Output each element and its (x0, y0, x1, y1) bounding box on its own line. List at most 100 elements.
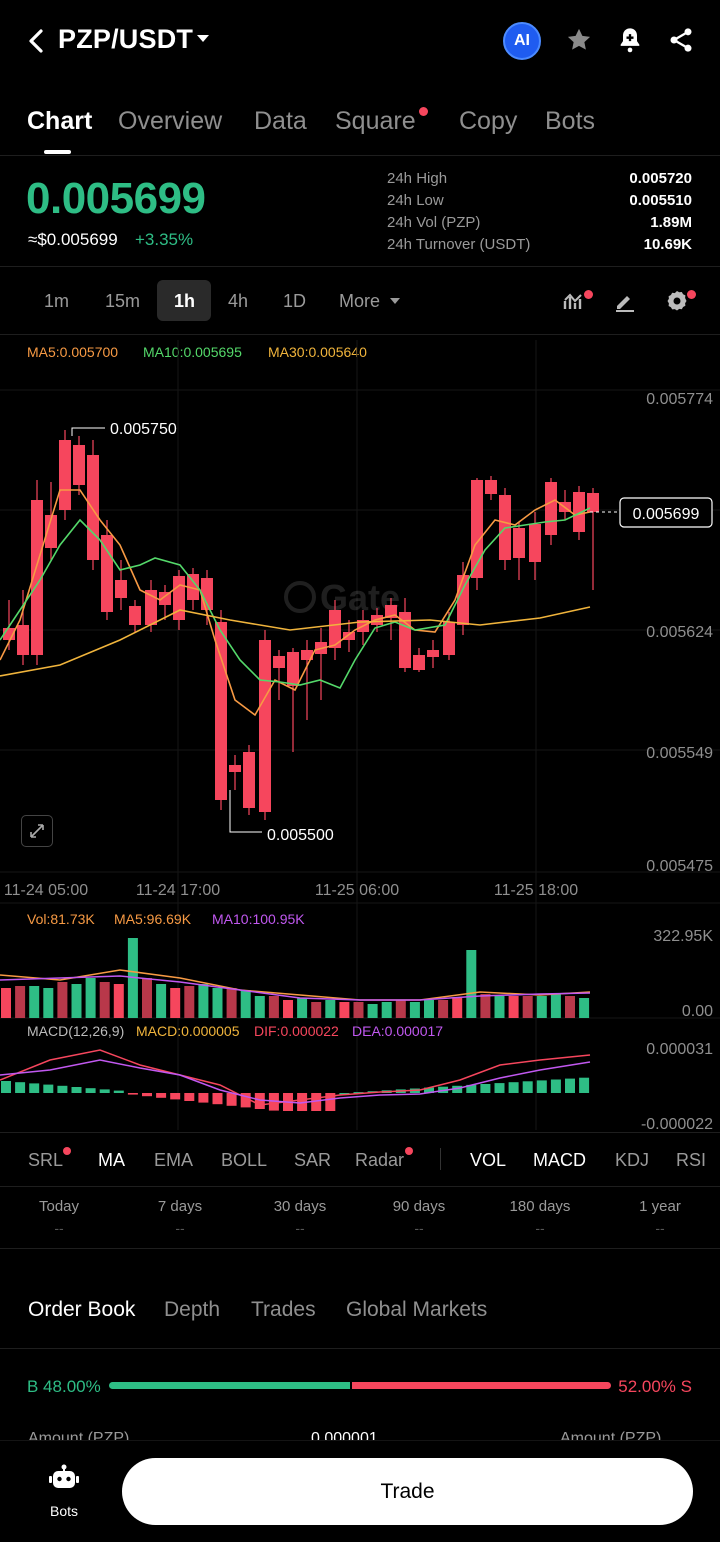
candle-body (273, 656, 285, 668)
volume-bar (508, 996, 519, 1018)
volume-bar (438, 1000, 449, 1018)
tab-order-book[interactable]: Order Book (28, 1298, 136, 1321)
svg-text:0.000031: 0.000031 (646, 1041, 713, 1058)
indicator-toggle-icon[interactable] (562, 289, 586, 318)
candle-body (87, 455, 99, 560)
chart-settings-gear-icon[interactable] (665, 289, 689, 318)
indicator-sar[interactable]: SAR (294, 1150, 332, 1170)
macd-histogram-bar (565, 1078, 575, 1093)
indicator-radar[interactable]: Radar (355, 1150, 405, 1170)
timeframe-more[interactable]: More (339, 291, 381, 311)
svg-text:0.005624: 0.005624 (646, 624, 713, 641)
indicator-vol[interactable]: VOL (470, 1150, 507, 1170)
current-price-tag (619, 497, 713, 528)
stat-low-label: 24h Low (387, 192, 444, 209)
volume-bar (353, 1002, 364, 1018)
volume-bar (29, 986, 40, 1018)
macd-histogram-bar (339, 1093, 350, 1095)
volume-ma5-line (0, 969, 591, 1001)
perf-180d-value: -- (535, 1220, 545, 1236)
timeframe-4h[interactable]: 4h (228, 291, 249, 311)
ai-label: AI (514, 32, 530, 49)
favorite-star-icon[interactable] (565, 26, 593, 59)
candle-body (471, 480, 483, 578)
stat-turnover-label: 24h Turnover (USDT) (387, 236, 531, 253)
macd-histogram-bar (43, 1084, 54, 1093)
perf-7d-value: -- (175, 1220, 185, 1236)
indicator-ema[interactable]: EMA (154, 1150, 194, 1170)
tab-bots[interactable]: Bots (545, 107, 596, 135)
price-alert-bell-icon[interactable] (616, 26, 644, 59)
buy-ratio-fill (109, 1382, 350, 1389)
macd-histogram-bar (1, 1081, 11, 1093)
macd-histogram-bar (325, 1093, 336, 1111)
pair-dropdown-icon[interactable] (197, 35, 209, 42)
tab-global-markets[interactable]: Global Markets (346, 1298, 488, 1321)
bots-label[interactable]: Bots (50, 1503, 79, 1519)
back-button[interactable] (22, 26, 50, 56)
trade-button[interactable]: Trade (122, 1458, 693, 1525)
buy-sell-ratio-bar (109, 1382, 611, 1389)
svg-text:11-25 06:00: 11-25 06:00 (315, 882, 399, 899)
timeframe-active-bg (157, 280, 211, 321)
tab-trades[interactable]: Trades (251, 1298, 316, 1321)
perf-1y-label: 1 year (639, 1198, 681, 1215)
tab-data[interactable]: Data (254, 107, 307, 135)
perf-1y-value: -- (655, 1220, 665, 1236)
macd-histogram-bar (268, 1093, 279, 1111)
bots-robot-icon[interactable] (49, 1464, 79, 1497)
timeframe-15m[interactable]: 15m (105, 291, 141, 311)
indicator-ma[interactable]: MA (98, 1150, 125, 1170)
macd-histogram-bar (466, 1084, 477, 1093)
volume-bar (339, 1002, 350, 1018)
volume-bar (1, 988, 11, 1018)
macd-histogram-bar (579, 1077, 590, 1093)
volume-bar (226, 988, 237, 1018)
pair-title[interactable]: PZP/USDT (58, 24, 194, 54)
perf-today-value: -- (54, 1220, 64, 1236)
volume-bar (466, 950, 477, 1018)
more-caret-icon[interactable] (390, 298, 400, 304)
ai-button[interactable]: AI (503, 22, 541, 60)
ma5-line (0, 489, 591, 717)
tab-chart[interactable]: Chart (27, 107, 93, 135)
candle-body (159, 592, 171, 605)
indicator-macd[interactable]: MACD (533, 1150, 586, 1170)
indicator-kdj[interactable]: KDJ (615, 1150, 650, 1170)
macd-histogram-bar (424, 1087, 434, 1093)
timeframe-1d[interactable]: 1D (283, 291, 307, 311)
toolbar-divider (0, 334, 720, 335)
tab-copy[interactable]: Copy (459, 107, 518, 135)
radar-dot (405, 1147, 413, 1155)
volume-bar (240, 990, 251, 1018)
macd-histogram-bar (15, 1082, 26, 1093)
price-chart[interactable]: Gate 0.005750 0.005500 0.005699 0.005774… (0, 335, 720, 1135)
svg-text:11-24 05:00: 11-24 05:00 (4, 882, 88, 899)
tab-overview[interactable]: Overview (118, 107, 223, 135)
volume-bar (268, 996, 279, 1018)
price-change-percent: +3.35% (135, 230, 194, 249)
timeframe-1m[interactable]: 1m (44, 291, 70, 311)
volume-bar (536, 996, 547, 1018)
macd-histogram-bar (156, 1093, 167, 1098)
macd-histogram-bar (99, 1089, 110, 1093)
svg-text:322.95K: 322.95K (653, 928, 713, 945)
draw-pencil-icon[interactable] (613, 289, 637, 318)
volume-bar (550, 994, 561, 1018)
timeframe-1h[interactable]: 1h (174, 291, 196, 311)
svg-text:DIF:0.000022: DIF:0.000022 (254, 1023, 339, 1039)
share-icon[interactable] (667, 26, 695, 59)
indicator-srl[interactable]: SRL (28, 1150, 64, 1170)
indicator-notification-dot (584, 290, 593, 299)
tab-square[interactable]: Square (335, 107, 416, 135)
candle-body (287, 652, 299, 686)
indicator-boll[interactable]: BOLL (221, 1150, 268, 1170)
indicator-rsi[interactable]: RSI (676, 1150, 707, 1170)
tab-depth[interactable]: Depth (164, 1298, 221, 1321)
volume-bar (156, 984, 167, 1018)
fullscreen-expand-icon[interactable] (21, 815, 53, 847)
svg-text:0.00: 0.00 (682, 1003, 713, 1020)
orderbook-divider (0, 1348, 720, 1349)
volume-bar (283, 1000, 293, 1018)
svg-text:-0.000022: -0.000022 (641, 1116, 713, 1133)
